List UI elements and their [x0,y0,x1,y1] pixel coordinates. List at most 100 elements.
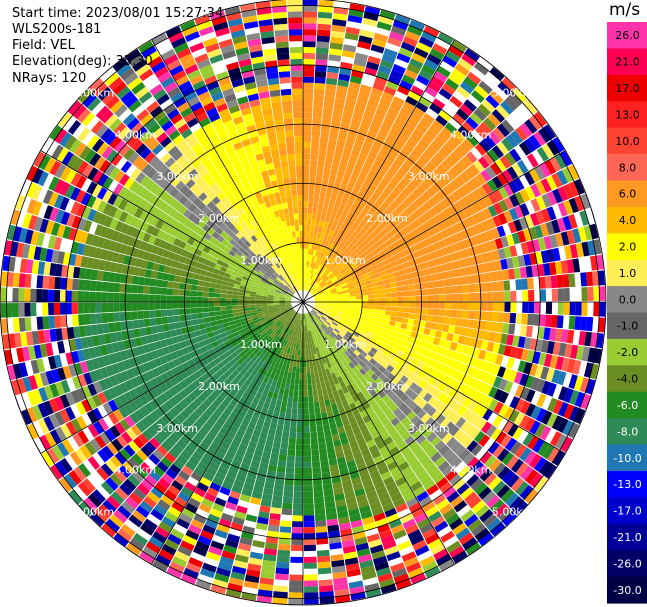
velocity-gate [214,263,222,271]
velocity-gate [471,500,486,514]
velocity-gate [296,319,300,326]
velocity-gate [382,258,390,266]
velocity-gate [336,311,344,315]
velocity-gate [500,434,512,448]
velocity-gate [283,326,289,333]
velocity-gate [265,414,273,423]
velocity-gate [303,337,306,344]
velocity-gate [370,347,378,354]
velocity-gate [228,320,236,326]
velocity-gate [342,359,349,367]
velocity-gate [583,362,593,378]
velocity-gate [332,206,339,214]
velocity-gate [393,157,404,168]
velocity-gate [337,293,344,297]
velocity-gate [240,344,248,351]
velocity-gate [210,412,220,422]
velocity-gate [464,491,478,505]
velocity-gate [150,171,162,183]
velocity-gate [344,255,352,263]
velocity-gate [181,419,192,430]
velocity-gate [255,297,262,300]
velocity-gate [429,48,445,61]
velocity-gate [452,550,468,564]
velocity-gate [42,302,49,316]
velocity-gate [589,363,599,380]
velocity-gate [340,437,349,446]
velocity-gate [217,323,224,330]
velocity-gate [183,567,199,579]
velocity-gate [79,361,89,374]
velocity-gate [406,497,419,508]
velocity-gate [496,484,511,499]
velocity-gate [336,505,348,513]
velocity-gate [323,362,329,370]
velocity-gate [307,285,311,292]
velocity-gate [487,205,498,217]
velocity-gate [285,407,292,415]
velocity-gate [424,321,432,329]
velocity-gate [290,544,303,552]
velocity-gate [489,239,498,251]
velocity-gate [404,329,412,337]
velocity-gate [318,579,333,587]
velocity-gate [185,460,197,472]
velocity-gate [379,310,386,315]
velocity-gate [275,399,282,407]
velocity-gate [251,491,263,500]
velocity-gate [322,330,328,337]
velocity-gate [423,382,433,393]
velocity-gate [314,225,319,233]
velocity-gate [319,281,325,287]
velocity-gate [392,96,405,107]
velocity-gate [410,460,422,471]
velocity-gate [415,263,424,271]
velocity-gate [239,537,253,546]
velocity-gate [288,329,293,336]
velocity-gate [265,370,272,378]
velocity-gate [447,205,457,216]
velocity-gate [146,167,158,179]
velocity-gate [503,380,514,393]
velocity-gate [402,406,412,417]
velocity-gate [101,281,109,292]
velocity-gate [482,513,498,528]
velocity-gate [72,278,79,291]
velocity-gate [534,364,544,379]
velocity-gate [416,409,427,419]
velocity-gate [209,508,223,518]
velocity-gate [355,307,362,312]
velocity-gate [329,324,336,330]
velocity-gate [484,321,492,331]
velocity-gate [220,289,227,294]
velocity-gate [74,254,83,267]
velocity-gate [146,370,156,381]
velocity-gate [326,72,339,80]
velocity-gate [359,375,367,384]
velocity-gate [117,340,126,352]
velocity-gate [121,501,136,514]
velocity-gate [355,542,369,552]
velocity-gate [447,388,458,399]
velocity-gate [304,313,306,320]
velocity-gate [198,403,208,413]
velocity-gate [309,408,315,415]
velocity-gate [342,44,357,53]
velocity-gate [279,297,286,300]
velocity-gate [427,302,434,309]
velocity-gate [118,406,129,419]
velocity-gate [367,350,375,358]
velocity-gate [346,267,353,273]
velocity-gate [20,332,28,347]
velocity-gate [457,432,469,445]
velocity-gate [198,503,212,514]
velocity-gate [228,278,236,284]
velocity-gate [203,451,215,462]
velocity-gate [341,285,349,289]
velocity-gate [336,289,344,293]
velocity-gate [279,448,288,456]
velocity-gate [206,417,216,427]
velocity-gate [370,381,379,390]
velocity-gate [89,152,101,167]
velocity-gate [446,540,462,554]
